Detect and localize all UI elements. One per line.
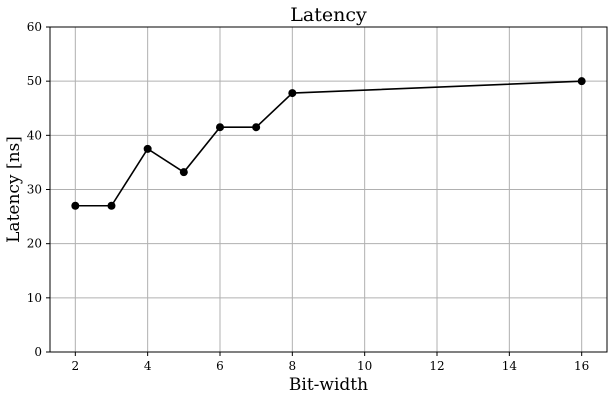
data-point	[71, 201, 80, 210]
axes-frame	[49, 26, 608, 353]
data-point	[252, 123, 261, 132]
x-tick-label: 16	[574, 359, 589, 373]
y-tick-label: 50	[27, 74, 42, 88]
y-tick-label: 60	[27, 20, 42, 34]
data-point	[288, 89, 297, 98]
data-point	[107, 201, 116, 210]
tick-layer: 2 4 6 8 10 12 14 16 0 10 20 30 40 50 60	[27, 20, 590, 373]
chart-title: Latency	[290, 4, 367, 26]
x-axis-title: Bit-width	[289, 375, 368, 395]
data-point	[577, 77, 586, 86]
x-tick-label: 14	[502, 359, 518, 373]
x-tick-label: 6	[216, 359, 224, 373]
data-point	[143, 144, 152, 153]
x-tick-label: 2	[71, 359, 79, 373]
y-tick-label: 10	[27, 291, 42, 305]
y-axis-title: Latency [ns]	[4, 136, 24, 243]
grid-layer	[50, 26, 607, 353]
data-point	[179, 168, 188, 177]
x-tick-label: 12	[429, 359, 444, 373]
data-point	[215, 123, 224, 132]
x-tick-label: 4	[144, 359, 152, 373]
series-line	[75, 80, 582, 207]
y-tick-label: 30	[27, 183, 42, 197]
series-layer	[71, 77, 586, 210]
y-tick-label: 0	[34, 345, 42, 359]
x-tick-label: 10	[357, 359, 372, 373]
y-tick-label: 40	[27, 128, 42, 142]
x-tick-label: 8	[289, 359, 297, 373]
y-tick-label: 20	[27, 237, 42, 251]
